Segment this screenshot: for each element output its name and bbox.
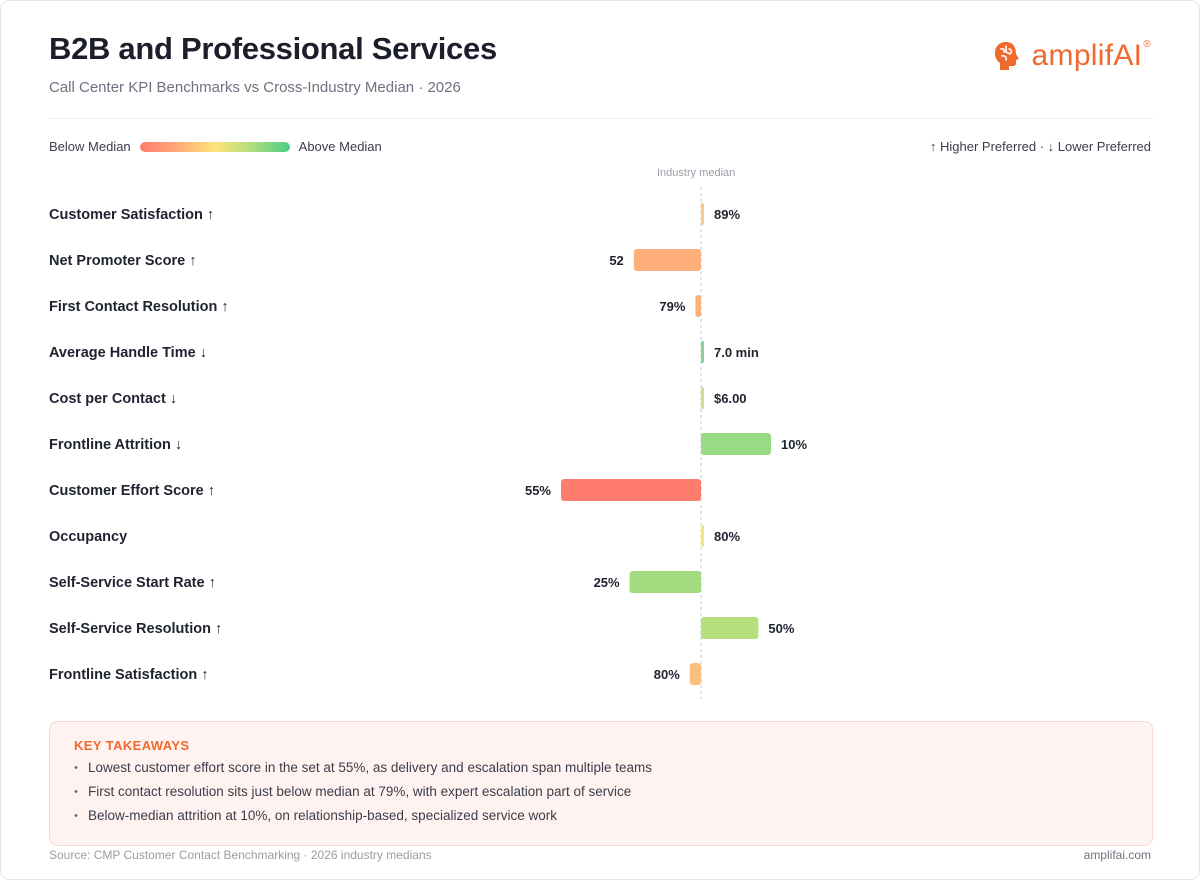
median-label: Industry median — [657, 167, 736, 179]
bar — [633, 249, 701, 271]
logo-wordmark: amplifAI® — [1031, 39, 1151, 72]
row-label: First Contact Resolution ↑ — [49, 299, 229, 315]
legend-gradient — [139, 141, 290, 152]
key-takeaways: KEY TAKEAWAYS • Lowest customer effort sc… — [49, 721, 1153, 846]
bar — [689, 663, 701, 685]
takeaway-item: • Lowest customer effort score in the set… — [74, 756, 1128, 780]
takeaway-item: • Below-median attrition at 10%, on relat… — [74, 804, 1128, 828]
bar — [629, 571, 701, 593]
bar — [701, 617, 759, 639]
value-label: 50% — [768, 621, 794, 636]
row-label: Average Handle Time ↓ — [49, 345, 207, 361]
value-label: 7.0 min — [714, 345, 759, 360]
brain-icon — [994, 42, 1019, 70]
bar — [701, 203, 704, 225]
value-label: 79% — [659, 299, 685, 314]
bar — [701, 387, 704, 409]
row-label: Occupancy — [49, 529, 127, 545]
value-label: 10% — [781, 437, 807, 452]
row-label: Frontline Satisfaction ↑ — [49, 667, 209, 683]
value-label: $6.00 — [714, 391, 747, 406]
brand-logo: amplifAI® — [992, 39, 1151, 73]
source-note: Source: CMP Customer Contact Benchmarkin… — [49, 848, 432, 862]
value-label: 80% — [654, 667, 680, 682]
value-label: 55% — [525, 483, 551, 498]
bullet-icon: • — [74, 810, 78, 822]
page-subtitle: Call Center KPI Benchmarks vs Cross-Indu… — [49, 79, 461, 96]
header-divider — [49, 118, 1153, 119]
bullet-icon: • — [74, 762, 78, 774]
value-label: 25% — [594, 575, 620, 590]
bar — [701, 525, 704, 547]
direction-legend: ↑ Higher Preferred · ↓ Lower Preferred — [929, 139, 1151, 154]
page-title: B2B and Professional Services — [49, 31, 497, 66]
value-label: 89% — [714, 207, 740, 222]
bar — [695, 295, 701, 317]
bar — [701, 433, 771, 455]
bar — [701, 341, 704, 363]
row-label: Net Promoter Score ↑ — [49, 253, 196, 269]
kpi-chart: Customer Satisfaction ↑ 89% Net Promoter S… — [49, 187, 807, 699]
row-label: Frontline Attrition ↓ — [49, 437, 182, 453]
value-label: 80% — [714, 529, 740, 544]
row-label: Cost per Contact ↓ — [49, 391, 177, 407]
color-legend: Below Median Above Median — [49, 139, 382, 154]
row-label: Self-Service Start Rate ↑ — [49, 575, 216, 591]
row-label: Self-Service Resolution ↑ — [49, 621, 222, 637]
value-label: 52 — [609, 253, 623, 268]
legend-below-label: Below Median — [49, 139, 131, 154]
bar — [561, 479, 701, 501]
takeaways-list: • Lowest customer effort score in the set… — [74, 756, 1128, 828]
takeaways-title: KEY TAKEAWAYS — [74, 738, 190, 753]
legend-above-label: Above Median — [298, 139, 382, 154]
row-label: Customer Effort Score ↑ — [49, 483, 215, 499]
footer-link[interactable]: amplifai.com — [1083, 848, 1151, 862]
bullet-icon: • — [74, 786, 78, 798]
takeaway-item: • First contact resolution sits just belo… — [74, 780, 1128, 804]
row-label: Customer Satisfaction ↑ — [49, 207, 214, 223]
